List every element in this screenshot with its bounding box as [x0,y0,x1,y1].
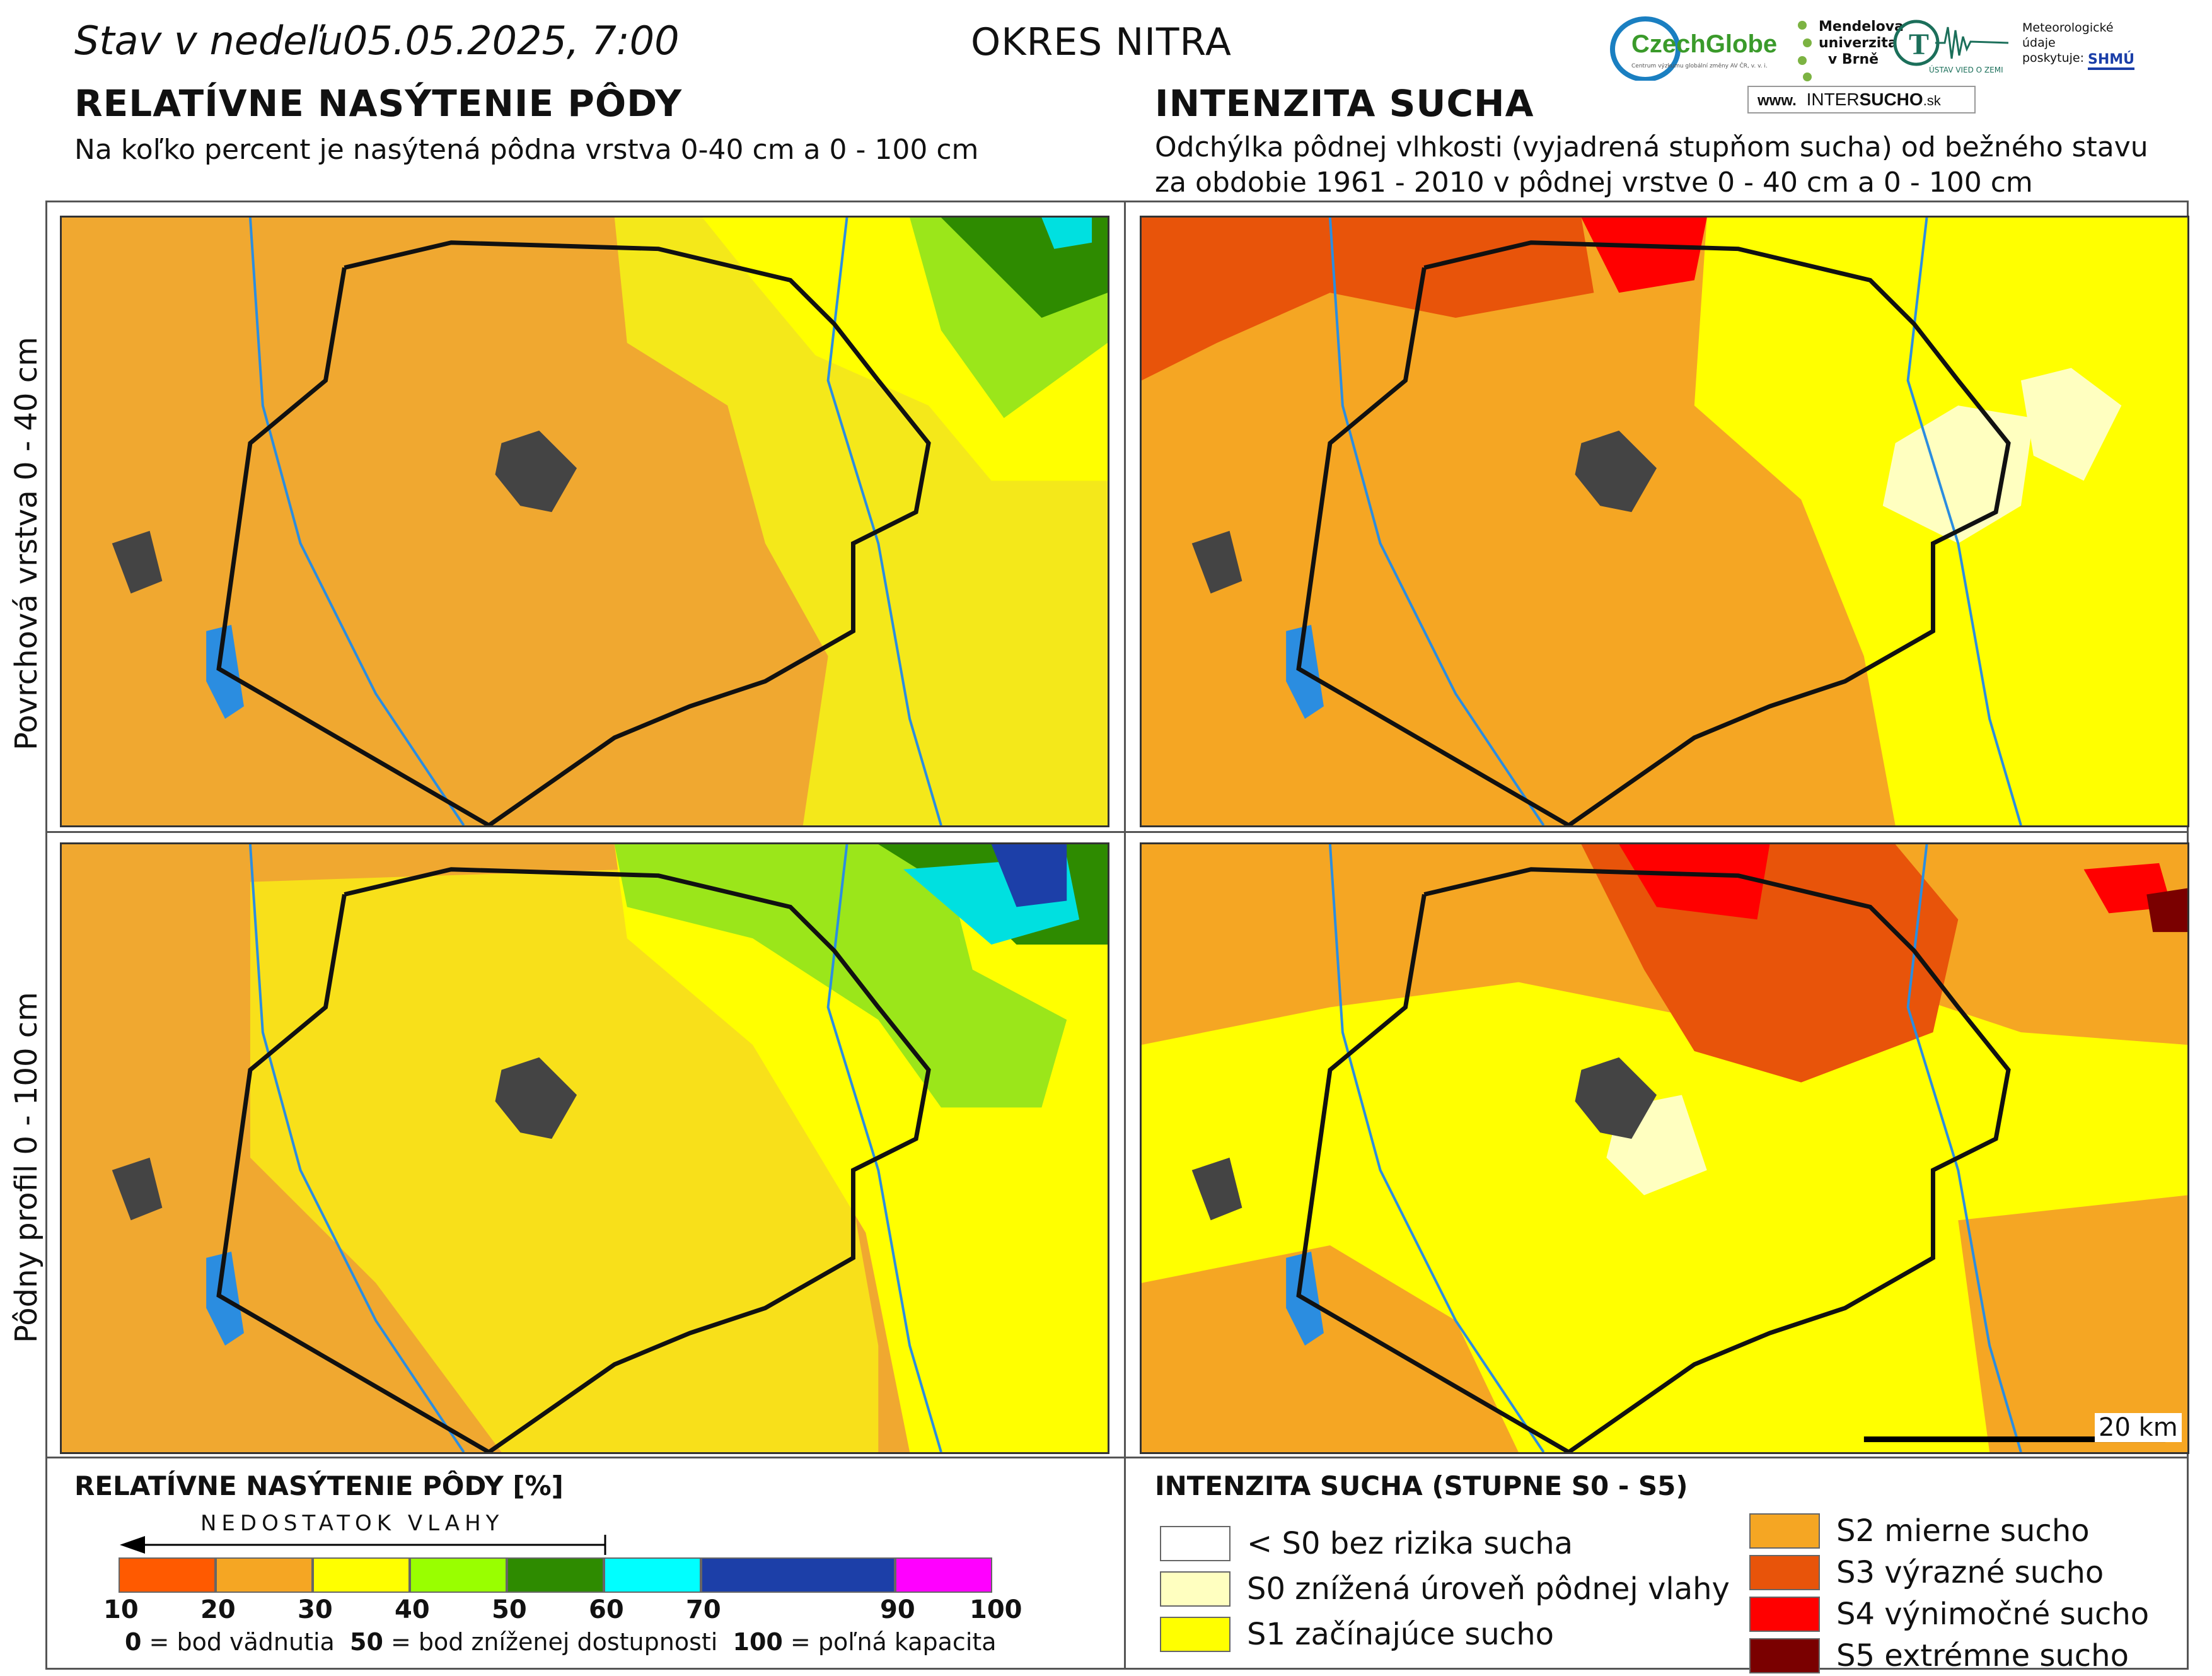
note-zero-text: = bod vädnutia [141,1628,350,1656]
drought-legend-swatch [1749,1638,1820,1673]
mendel-name: Mendelova univerzita v Brně [1819,19,1904,67]
note-zero: 0 [125,1628,142,1656]
uvz-name: ÚSTAV VIED O ZEMI [1929,66,2003,74]
saturation-tick-label: 10 [103,1595,139,1624]
map-saturation-profile [60,842,1109,1454]
saturation-note: 0 = bod vädnutia 50 = bod zníženej dostu… [125,1628,997,1656]
note-hundred-text: = poľná kapacita [782,1628,997,1656]
saturation-swatch [604,1557,701,1593]
drought-legend-label: S2 mierne sucho [1836,1513,2090,1549]
left-subtitle: Na koľko percent je nasýtená pôdna vrstv… [74,134,979,166]
meteo-label: Meteorologické údaje poskytuje: [2022,21,2114,65]
right-title: INTENZITA SUCHA [1155,82,1534,125]
right-subtitle-2: za obdobie 1961 - 2010 v pôdnej vrstve 0… [1155,166,2033,199]
drought-legend-swatch [1749,1597,1820,1632]
saturation-swatch [895,1557,992,1593]
district-title: OKRES NITRA [971,20,1232,64]
map-drought-profile: 20 km [1140,842,2189,1454]
saturation-ticks: 10 20 30 40 50 60 70 90 100 [103,1594,1064,1626]
drought-legend-label: S4 výnimočné sucho [1836,1597,2150,1632]
saturation-swatch [216,1557,313,1593]
saturation-tick-label: 90 [880,1595,915,1624]
mendel-dots-icon [1798,21,1812,81]
drought-legend-label: S3 výrazné sucho [1836,1555,2104,1590]
saturation-swatch [507,1557,604,1593]
drought-legend-label: S1 začínajúce sucho [1247,1617,1554,1652]
status-datetime: Stav v nedeľu05.05.2025, 7:00 [74,18,680,64]
saturation-swatch [313,1557,410,1593]
deficit-arrow-icon [120,1535,606,1555]
row-label-top: Povrchová vrstva 0 - 40 cm [9,337,44,750]
czechglobe-name: CzechGlobe [1631,30,1778,58]
svg-text:T: T [1909,28,1929,61]
left-title: RELATÍVNE NASÝTENIE PÔDY [74,82,683,125]
scale-bar [1863,1436,2166,1443]
deficit-arrow-label: NEDOSTATOK VLAHY [200,1511,504,1536]
drought-legend-swatch [1160,1571,1230,1607]
frame-divider-vertical [1124,201,1126,1670]
note-fifty: 50 [350,1628,383,1656]
note-fifty-text: = bod zníženej dostupnosti [383,1628,733,1656]
drought-legend-swatch [1749,1513,1820,1549]
intersucho-sucho: SUCHO [1859,90,1923,109]
frame-divider-legend [45,1457,2189,1458]
saturation-tick-label: 20 [200,1595,236,1624]
saturation-swatch [701,1557,895,1593]
drought-legend: < S0 bez rizika sucha S0 znížená úroveň p… [1160,1513,2169,1673]
mendel-logo: Mendelova univerzita v Brně [1793,16,1904,86]
legend-saturation-title: RELATÍVNE NASÝTENIE PÔDY [%] [74,1470,564,1501]
intersucho-inter: INTER [1806,90,1860,109]
frame-divider-middle [45,831,2189,833]
legend-drought-title: INTENZITA SUCHA (STUPNE S0 - S5) [1155,1470,1688,1501]
czechglobe-logo: CzechGlobe Centrum výzkumu globální změn… [1607,11,1797,82]
saturation-tick-label: 100 [970,1595,1022,1624]
intersucho-suffix: .sk [1923,93,1941,108]
uvz-seismograph-icon: T [1893,20,2009,66]
saturation-swatch [410,1557,507,1593]
intersucho-logo: www. INTERSUCHO.sk [1747,86,1976,113]
drought-legend-label: S5 extrémne sucho [1836,1638,2129,1673]
row-label-bottom: Pôdny profil 0 - 100 cm [9,992,44,1343]
drought-legend-label: < S0 bez rizika sucha [1247,1526,1573,1561]
czechglobe-subtitle: Centrum výzkumu globální změny AV ČR, v.… [1631,63,1768,69]
drought-legend-swatch [1749,1555,1820,1590]
saturation-color-bar [119,1557,1026,1593]
saturation-tick-label: 40 [395,1595,430,1624]
note-hundred: 100 [733,1628,783,1656]
drought-legend-swatch [1160,1526,1230,1561]
logo-area: CzechGlobe Centrum výzkumu globální změn… [1607,11,2150,119]
saturation-tick-label: 30 [298,1595,333,1624]
map-saturation-topsoil [60,216,1109,827]
scale-bar-label: 20 km [2095,1413,2182,1442]
saturation-tick-label: 50 [492,1595,527,1624]
intersucho-prefix: www. [1757,92,1797,109]
uvz-logo: T ÚSTAV VIED O ZEMI [1891,18,2011,81]
saturation-tick-label: 60 [589,1595,624,1624]
drought-legend-label: S0 znížená úroveň pôdnej vlahy [1247,1571,1730,1607]
shmu-logo: SHMÚ [2088,52,2135,70]
czechglobe-globe-icon [1610,16,1681,82]
saturation-tick-label: 70 [686,1595,721,1624]
right-subtitle-1: Odchýlka pôdnej vlhkosti (vyjadrená stup… [1155,131,2148,163]
map-drought-topsoil [1140,216,2189,827]
saturation-swatch [119,1557,216,1593]
drought-legend-swatch [1160,1617,1230,1652]
